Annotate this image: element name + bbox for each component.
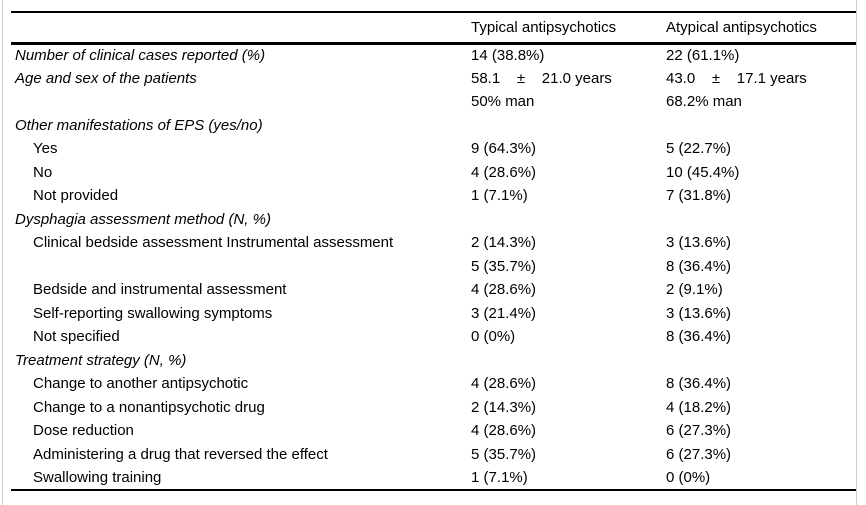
table-row: Dose reduction 4 (28.6%) 6 (27.3%) (11, 419, 856, 443)
typical-value: 4 (28.6%) (471, 422, 537, 440)
typical-value: 4 (28.6%) (471, 281, 537, 299)
typical-value: 5 (35.7%) (471, 445, 537, 463)
table-row: Clinical bedside assessment Instrumental… (11, 231, 856, 255)
header-typical-antipsychotics: Typical antipsychotics (471, 12, 666, 45)
table-row: Change to a nonantipsychotic drug 2 (14.… (11, 396, 856, 420)
row-label: Administering a drug that reversed the e… (33, 445, 328, 463)
typical-value: 1 (7.1%) (471, 468, 528, 486)
atypical-value: 3 (13.6%) (666, 304, 732, 322)
row-label: Clinical bedside assessment Instrumental… (33, 234, 394, 252)
table-row: 5 (35.7%) 8 (36.4%) (11, 255, 856, 279)
antipsychotics-comparison-table: Typical antipsychotics Atypical antipsyc… (11, 11, 856, 491)
table-row: Administering a drug that reversed the e… (11, 443, 856, 467)
typical-value: 9 (64.3%) (471, 140, 537, 158)
row-label: Swallowing training (33, 468, 162, 486)
atypical-value: 43.0 ± 17.1 years (666, 69, 807, 87)
row-label: Dysphagia assessment method (N, %) (15, 210, 271, 228)
table-row: Number of clinical cases reported (%) 14… (11, 43, 856, 67)
table-row: Age and sex of the patients 58.1 ± 21.0 … (11, 67, 856, 91)
typical-value: 58.1 ± 21.0 years (471, 69, 612, 87)
row-label: Change to a nonantipsychotic drug (33, 398, 265, 416)
typical-value: 1 (7.1%) (471, 187, 528, 205)
atypical-value: 10 (45.4%) (666, 163, 740, 181)
header-atypical-antipsychotics: Atypical antipsychotics (666, 12, 856, 45)
header-empty-cell (11, 12, 471, 45)
typical-value (471, 114, 666, 138)
row-label: Change to another antipsychotic (33, 375, 249, 393)
row-label: Other manifestations of EPS (yes/no) (15, 116, 263, 134)
atypical-value: 6 (27.3%) (666, 422, 732, 440)
row-label: No (33, 163, 53, 181)
table-row: Other manifestations of EPS (yes/no) (11, 114, 856, 138)
table-row: Self-reporting swallowing symptoms 3 (21… (11, 302, 856, 326)
atypical-value: 4 (18.2%) (666, 398, 732, 416)
row-label (11, 255, 471, 279)
table-row: 50% man 68.2% man (11, 90, 856, 114)
table-body: Number of clinical cases reported (%) 14… (11, 43, 856, 490)
typical-value: 50% man (471, 93, 535, 111)
typical-value: 3 (21.4%) (471, 304, 537, 322)
row-label: Number of clinical cases reported (%) (15, 47, 266, 64)
row-label: Not specified (33, 328, 120, 346)
typical-value (471, 349, 666, 373)
atypical-value: 8 (36.4%) (666, 257, 732, 275)
table-row: Not specified 0 (0%) 8 (36.4%) (11, 325, 856, 349)
atypical-value: 2 (9.1%) (666, 281, 723, 299)
table-row: Dysphagia assessment method (N, %) (11, 208, 856, 232)
header-row: Typical antipsychotics Atypical antipsyc… (11, 12, 856, 45)
atypical-value: 5 (22.7%) (666, 140, 732, 158)
typical-value: 4 (28.6%) (471, 375, 537, 393)
atypical-value (666, 349, 856, 373)
atypical-value: 3 (13.6%) (666, 234, 732, 252)
atypical-value (666, 208, 856, 232)
typical-value: 5 (35.7%) (471, 257, 537, 275)
typical-value: 4 (28.6%) (471, 163, 537, 181)
table-row: Not provided 1 (7.1%) 7 (31.8%) (11, 184, 856, 208)
atypical-value: 7 (31.8%) (666, 187, 732, 205)
typical-value: 14 (38.8%) (471, 47, 545, 64)
atypical-value: 6 (27.3%) (666, 445, 732, 463)
row-label: Self-reporting swallowing symptoms (33, 304, 273, 322)
table-row: Change to another antipsychotic 4 (28.6%… (11, 372, 856, 396)
table-row: Swallowing training 1 (7.1%) 0 (0%) (11, 466, 856, 490)
atypical-value: 0 (0%) (666, 468, 711, 486)
row-label: Treatment strategy (N, %) (15, 351, 187, 369)
row-label: Dose reduction (33, 422, 134, 440)
atypical-value: 8 (36.4%) (666, 375, 732, 393)
table-row: Bedside and instrumental assessment 4 (2… (11, 278, 856, 302)
table-row: Yes 9 (64.3%) 5 (22.7%) (11, 137, 856, 161)
row-label: Bedside and instrumental assessment (33, 281, 287, 299)
typical-value (471, 208, 666, 232)
atypical-value (666, 114, 856, 138)
table-row: No 4 (28.6%) 10 (45.4%) (11, 161, 856, 185)
row-label: Not provided (33, 187, 119, 205)
typical-value: 2 (14.3%) (471, 398, 537, 416)
row-label (11, 90, 471, 114)
row-label: Age and sex of the patients (15, 69, 197, 87)
row-label: Yes (33, 140, 58, 158)
atypical-value: 8 (36.4%) (666, 328, 732, 346)
table-row: Treatment strategy (N, %) (11, 349, 856, 373)
typical-value: 0 (0%) (471, 328, 516, 346)
typical-value: 2 (14.3%) (471, 234, 537, 252)
atypical-value: 68.2% man (666, 93, 742, 111)
atypical-value: 22 (61.1%) (666, 47, 740, 64)
